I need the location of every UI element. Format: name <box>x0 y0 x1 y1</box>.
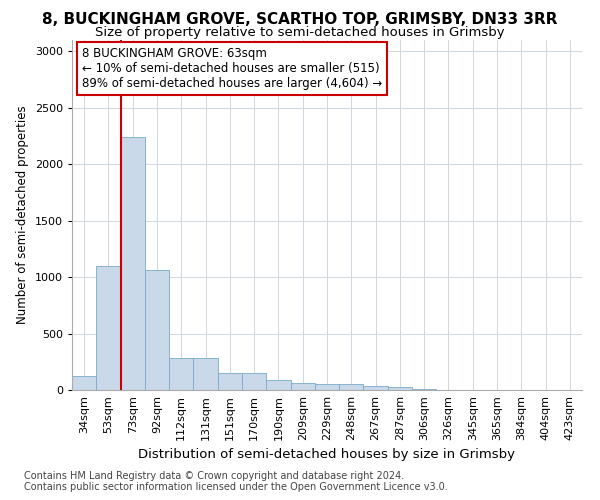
Text: Size of property relative to semi-detached houses in Grimsby: Size of property relative to semi-detach… <box>95 26 505 39</box>
Bar <box>218 373 242 390</box>
Bar <box>121 137 145 390</box>
Bar <box>364 386 388 390</box>
Bar <box>169 358 193 390</box>
Bar <box>145 270 169 390</box>
Bar <box>72 376 96 390</box>
Bar <box>339 384 364 390</box>
Bar <box>388 387 412 390</box>
Y-axis label: Number of semi-detached properties: Number of semi-detached properties <box>16 106 29 324</box>
Bar <box>290 383 315 390</box>
Bar <box>315 384 339 390</box>
Bar <box>266 380 290 390</box>
Bar <box>193 358 218 390</box>
Bar <box>242 373 266 390</box>
Text: 8 BUCKINGHAM GROVE: 63sqm
← 10% of semi-detached houses are smaller (515)
89% of: 8 BUCKINGHAM GROVE: 63sqm ← 10% of semi-… <box>82 47 382 90</box>
Bar <box>96 266 121 390</box>
X-axis label: Distribution of semi-detached houses by size in Grimsby: Distribution of semi-detached houses by … <box>139 448 515 462</box>
Text: Contains HM Land Registry data © Crown copyright and database right 2024.
Contai: Contains HM Land Registry data © Crown c… <box>24 471 448 492</box>
Text: 8, BUCKINGHAM GROVE, SCARTHO TOP, GRIMSBY, DN33 3RR: 8, BUCKINGHAM GROVE, SCARTHO TOP, GRIMSB… <box>42 12 558 28</box>
